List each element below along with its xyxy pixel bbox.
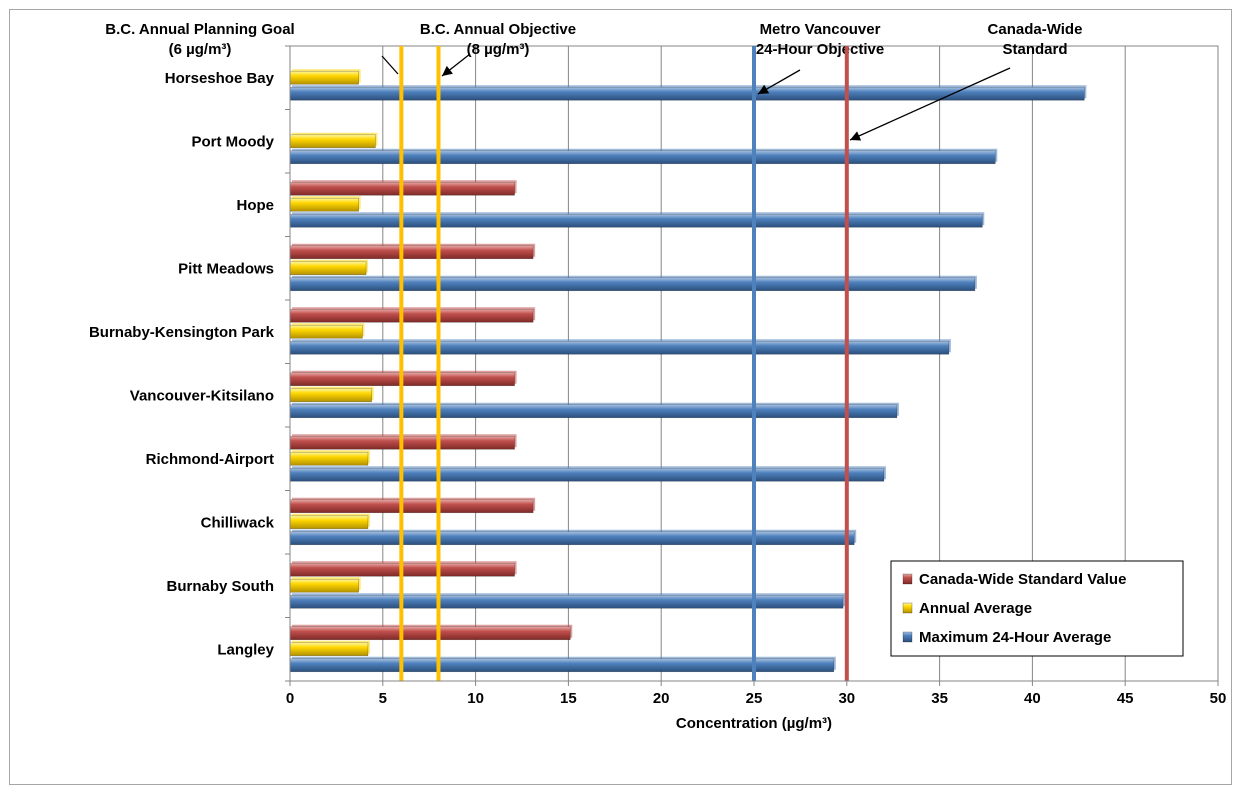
category-label: Port Moody (192, 133, 275, 150)
bar (289, 70, 359, 85)
x-tick-label: 35 (931, 690, 948, 707)
pm25-bar-chart: B.C. Annual Planning Goal (6 µg/m³) B.C. A… (89, 21, 1227, 732)
reference-line-label: B.C. Annual Objective (420, 21, 576, 38)
chart-frame: B.C. Annual Planning Goal (6 µg/m³) B.C. A… (9, 9, 1232, 785)
x-axis-label: Concentration (µg/m³) (676, 715, 832, 732)
bar (289, 451, 369, 466)
reference-line-label: Standard (1002, 41, 1067, 58)
bar (289, 578, 359, 593)
reference-line-label: Metro Vancouver (760, 21, 881, 38)
bar (289, 213, 983, 228)
bar (289, 86, 1085, 101)
arrowhead (442, 65, 453, 76)
arrowhead (758, 84, 770, 94)
bar (289, 531, 855, 546)
x-tick-label: 10 (467, 690, 484, 707)
category-label: Pitt Meadows (178, 260, 274, 277)
bar (289, 308, 534, 323)
bar (289, 626, 571, 641)
category-label: Langley (217, 641, 274, 658)
bar (289, 594, 844, 609)
category-label: Burnaby-Kensington Park (89, 324, 275, 341)
category-label: Horseshoe Bay (165, 70, 275, 87)
category-label: Hope (237, 197, 275, 214)
legend-swatch (902, 631, 913, 643)
legend-label: Annual Average (919, 600, 1032, 617)
bar (289, 150, 996, 165)
legend-swatch (902, 573, 913, 585)
bar (289, 197, 359, 212)
category-label: Chilliwack (201, 514, 275, 531)
bar (289, 388, 372, 403)
legend-swatch (902, 602, 913, 614)
x-tick-label: 15 (560, 690, 577, 707)
reference-line-label: Canada-Wide (988, 21, 1083, 38)
bar (289, 261, 367, 276)
x-tick-label: 0 (286, 690, 294, 707)
x-tick-label: 50 (1210, 690, 1227, 707)
legend-label: Maximum 24-Hour Average (919, 629, 1111, 646)
reference-lines: B.C. Annual Planning Goal (6 µg/m³) B.C. A… (105, 21, 1082, 681)
bar (289, 642, 369, 657)
bar (289, 245, 534, 260)
reference-line-label: (8 µg/m³) (467, 41, 530, 58)
legend: Canada-Wide Standard Value Annual Average… (890, 560, 1184, 657)
x-tick-label: 30 (838, 690, 855, 707)
x-tick-label: 45 (1117, 690, 1134, 707)
category-label: Vancouver-Kitsilano (130, 387, 274, 404)
bars (289, 69, 1087, 673)
bar (289, 515, 369, 530)
callout-arrow (381, 55, 399, 75)
reference-line-label: 24-Hour Objective (756, 41, 884, 58)
arrowhead (850, 131, 862, 141)
x-tick-label: 25 (746, 690, 763, 707)
category-label: Burnaby South (167, 578, 275, 595)
x-tick-label: 40 (1024, 690, 1041, 707)
reference-line-label: B.C. Annual Planning Goal (105, 21, 294, 38)
bar (289, 499, 534, 514)
x-tick-label: 5 (379, 690, 387, 707)
callout-arrow (849, 67, 1011, 141)
bar (289, 340, 950, 355)
bar (289, 467, 885, 482)
reference-line-label: (6 µg/m³) (169, 41, 232, 58)
bar (289, 134, 376, 149)
category-label: Richmond-Airport (146, 451, 274, 468)
bar (289, 277, 976, 292)
axes: Concentration (µg/m³) 0 5 10 15 20 25 30 35 40 45… (89, 45, 1227, 732)
bar (289, 324, 363, 339)
bar (289, 404, 898, 419)
legend-box (890, 560, 1184, 657)
x-tick-label: 20 (653, 690, 670, 707)
legend-label: Canada-Wide Standard Value (919, 571, 1126, 588)
